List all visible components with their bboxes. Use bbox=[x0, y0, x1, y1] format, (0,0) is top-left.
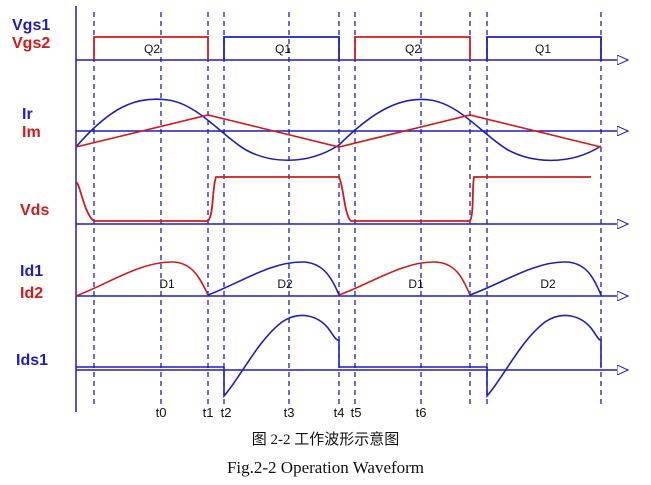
ids1-conduction-2 bbox=[487, 315, 601, 396]
id2-diode-current bbox=[76, 262, 208, 296]
diode-interval-label: D2 bbox=[540, 277, 556, 291]
time-marker-lines bbox=[94, 12, 601, 406]
id1-diode-current bbox=[470, 262, 601, 295]
caption-chinese: 图 2-2 工作波形示意图 bbox=[0, 428, 651, 449]
time-label-t1: t1 bbox=[203, 405, 214, 420]
gate-pulse-label: Q1 bbox=[535, 42, 551, 56]
caption-english: Fig.2-2 Operation Waveform bbox=[0, 458, 651, 478]
gate-pulse-label: Q2 bbox=[405, 42, 421, 56]
diode-interval-label: D1 bbox=[159, 277, 175, 291]
waveform-diagram: Q2 Q1 Q2 Q1 D1 D2 D1 D2 t0 t1 t2 t3 t4 t… bbox=[0, 0, 651, 430]
diode-interval-label: D1 bbox=[408, 277, 424, 291]
label-im: Im bbox=[22, 124, 41, 142]
label-vds: Vds bbox=[20, 202, 49, 220]
time-label-t3: t3 bbox=[284, 405, 295, 420]
gate-pulse-label: Q1 bbox=[275, 42, 291, 56]
gate-pulses bbox=[94, 37, 601, 60]
label-ids1: Ids1 bbox=[16, 352, 48, 370]
label-id2: Id2 bbox=[20, 285, 43, 303]
gate-pulse-label: Q2 bbox=[144, 42, 160, 56]
label-id1: Id1 bbox=[20, 263, 43, 281]
label-vgs1: Vgs1 bbox=[12, 17, 50, 35]
time-label-t5: t5 bbox=[351, 405, 362, 420]
time-label-t6: t6 bbox=[416, 405, 427, 420]
diode-interval-label: D2 bbox=[277, 277, 293, 291]
id1-diode-current bbox=[208, 262, 339, 295]
label-vgs2: Vgs2 bbox=[12, 35, 50, 53]
vds-drain-voltage bbox=[76, 177, 591, 221]
time-label-t4: t4 bbox=[334, 405, 345, 420]
time-label-t0: t0 bbox=[156, 405, 167, 420]
time-axes bbox=[76, 60, 628, 370]
id2-diode-current bbox=[339, 262, 470, 295]
ids1-conduction-1 bbox=[224, 315, 339, 396]
label-ir: Ir bbox=[22, 106, 33, 124]
time-label-t2: t2 bbox=[221, 405, 232, 420]
